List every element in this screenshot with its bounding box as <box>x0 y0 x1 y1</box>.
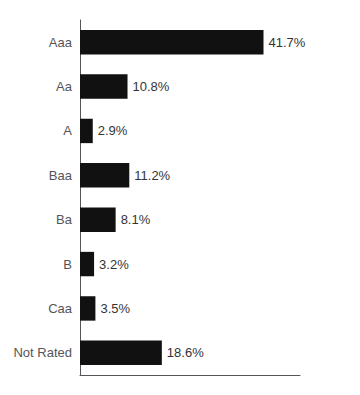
svg-text:3.2%: 3.2% <box>99 257 129 272</box>
svg-text:Baa: Baa <box>49 168 73 183</box>
svg-text:Caa: Caa <box>48 301 73 316</box>
svg-text:8.1%: 8.1% <box>121 212 151 227</box>
svg-text:A: A <box>63 123 72 138</box>
svg-text:Not Rated: Not Rated <box>13 345 72 360</box>
svg-text:10.8%: 10.8% <box>133 79 170 94</box>
svg-text:Aaa: Aaa <box>49 35 73 50</box>
svg-text:3.5%: 3.5% <box>100 301 130 316</box>
svg-text:41.7%: 41.7% <box>268 35 305 50</box>
svg-text:11.2%: 11.2% <box>134 168 170 183</box>
svg-text:B: B <box>63 257 72 272</box>
svg-text:2.9%: 2.9% <box>98 123 128 138</box>
svg-text:18.6%: 18.6% <box>167 345 204 360</box>
svg-text:Ba: Ba <box>56 212 73 227</box>
svg-text:Aa: Aa <box>56 79 73 94</box>
